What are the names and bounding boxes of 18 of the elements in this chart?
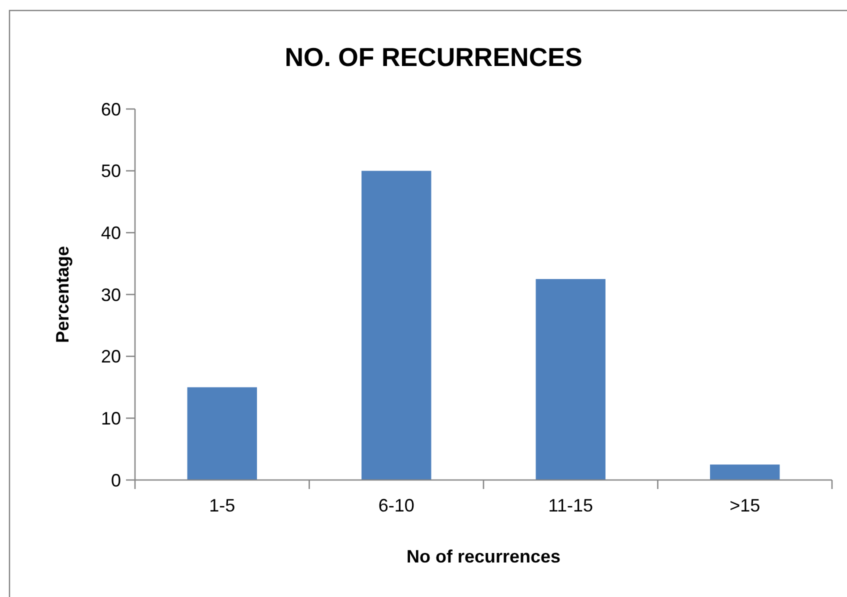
y-tick-label: 30 bbox=[100, 284, 121, 305]
x-axis-title: No of recurrences bbox=[406, 546, 561, 566]
bar bbox=[187, 387, 257, 480]
x-tick-label: >15 bbox=[730, 495, 760, 516]
x-tick-label: 11-15 bbox=[548, 495, 593, 516]
bar bbox=[710, 464, 780, 480]
bar bbox=[362, 170, 432, 480]
y-tick-label: 50 bbox=[100, 161, 121, 182]
y-tick-label: 20 bbox=[100, 346, 121, 367]
y-tick-label: 40 bbox=[100, 222, 121, 243]
y-tick-label: 0 bbox=[110, 470, 121, 490]
y-tick-label: 10 bbox=[100, 408, 121, 428]
x-tick-label: 6-10 bbox=[378, 495, 414, 516]
chart-title: NO. OF RECURRENCES bbox=[284, 42, 582, 72]
y-axis-title: Percentage bbox=[52, 246, 72, 344]
x-tick-label: 1-5 bbox=[209, 495, 236, 516]
y-tick-label: 60 bbox=[100, 99, 121, 120]
bar bbox=[536, 279, 606, 480]
